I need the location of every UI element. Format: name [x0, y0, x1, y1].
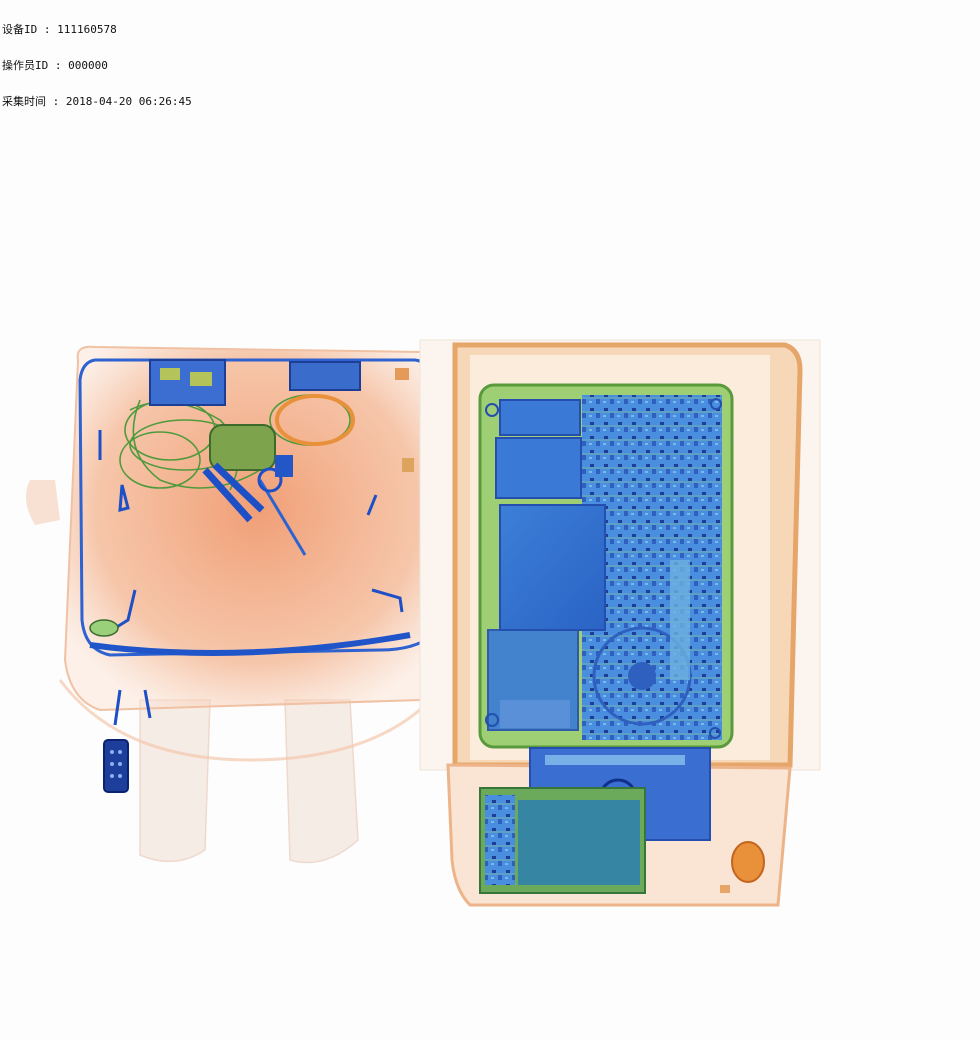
operator-id-line: 操作员ID : 000000: [2, 60, 192, 72]
scan-metadata-overlay: 设备ID : 111160578 操作员ID : 000000 采集时间 : 2…: [2, 0, 192, 120]
charger-block: [149, 359, 226, 406]
battery-cell-2: [495, 437, 582, 499]
coil-ring: [275, 394, 355, 446]
capture-time-value: 2018-04-20 06:26:45: [65, 95, 192, 108]
separator: :: [37, 23, 58, 36]
luggage-lock: [103, 739, 129, 793]
operator-id-label: 操作员ID: [2, 59, 49, 72]
tag: [89, 619, 119, 637]
right-case: [419, 339, 821, 907]
left-bag-strap-left: [139, 699, 211, 863]
screws: [485, 398, 722, 739]
left-bag-side-pocket: [26, 480, 60, 525]
pouch: [209, 424, 276, 471]
small-organic-item: [731, 841, 765, 883]
left-bag: [26, 345, 452, 864]
cable-lead: [258, 479, 307, 556]
key-ring: [257, 467, 283, 493]
left-bag-strap-right: [284, 699, 359, 864]
separator: :: [46, 95, 66, 108]
capture-time-label: 采集时间: [2, 95, 46, 108]
device-id-line: 设备ID : 111160578: [2, 24, 192, 36]
battery-cell-3: [499, 504, 606, 631]
separator: :: [48, 59, 69, 72]
capture-time-line: 采集时间 : 2018-04-20 06:26:45: [2, 96, 192, 108]
zipper-pulls: [98, 430, 404, 726]
adapter-stick: [202, 462, 265, 523]
heat-pipe: [670, 560, 690, 680]
operator-id-value: 000000: [68, 59, 108, 72]
left-bag-frame-bottom-bar: [89, 632, 411, 656]
device-id-label: 设备ID: [2, 23, 38, 36]
left-bag-bottom-contour: [58, 679, 442, 762]
battery-bank: [289, 361, 361, 391]
battery-cell-1: [499, 399, 581, 436]
device-id-value: 111160578: [57, 23, 117, 36]
